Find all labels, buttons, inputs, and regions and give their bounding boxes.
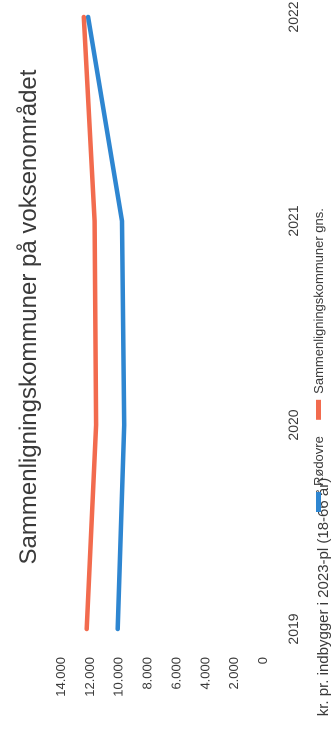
y-tick-label: 14.000 bbox=[53, 657, 68, 697]
legend: Rødovre Sammenligningskommuner gns. bbox=[311, 208, 326, 512]
data-point bbox=[122, 423, 126, 427]
y-axis: 0 2.000 4.000 6.000 8.000 10.000 12.000 14.000 bbox=[53, 657, 270, 697]
y-axis-title: kr. pr. indbygger i 2023-pl (18-66 år) bbox=[315, 478, 332, 716]
y-tick-label: 0 bbox=[255, 657, 270, 664]
data-point bbox=[86, 15, 90, 19]
data-point bbox=[82, 15, 86, 19]
legend-swatch bbox=[316, 492, 321, 512]
chart-title: Sammenligningskommuner på voksenområdet bbox=[15, 69, 42, 564]
series-line bbox=[85, 14, 127, 632]
plot-area bbox=[81, 14, 127, 632]
x-axis: 2019 2020 2021 2022 bbox=[285, 1, 301, 644]
x-tick-label: 2019 bbox=[285, 613, 301, 644]
y-tick-label: 4.000 bbox=[197, 657, 212, 690]
x-tick-label: 2021 bbox=[285, 205, 301, 236]
legend-label: Rødovre bbox=[311, 436, 326, 486]
data-point bbox=[94, 423, 98, 427]
data-point bbox=[116, 627, 120, 631]
x-tick-label: 2020 bbox=[285, 409, 301, 440]
y-tick-label: 6.000 bbox=[168, 657, 183, 690]
y-tick-label: 8.000 bbox=[140, 657, 155, 690]
data-point bbox=[93, 219, 97, 223]
legend-swatch bbox=[316, 399, 321, 420]
y-tick-label: 10.000 bbox=[111, 657, 126, 697]
series-line bbox=[81, 14, 99, 632]
legend-label: Sammenligningskommuner gns. bbox=[311, 208, 326, 394]
data-point bbox=[120, 219, 124, 223]
data-point bbox=[85, 627, 89, 631]
y-tick-label: 12.000 bbox=[82, 657, 97, 697]
y-tick-label: 2.000 bbox=[226, 657, 241, 690]
rotated-chart-frame: Sammenligningskommuner på voksenområdet … bbox=[15, 1, 332, 716]
x-tick-label: 2022 bbox=[285, 1, 301, 32]
